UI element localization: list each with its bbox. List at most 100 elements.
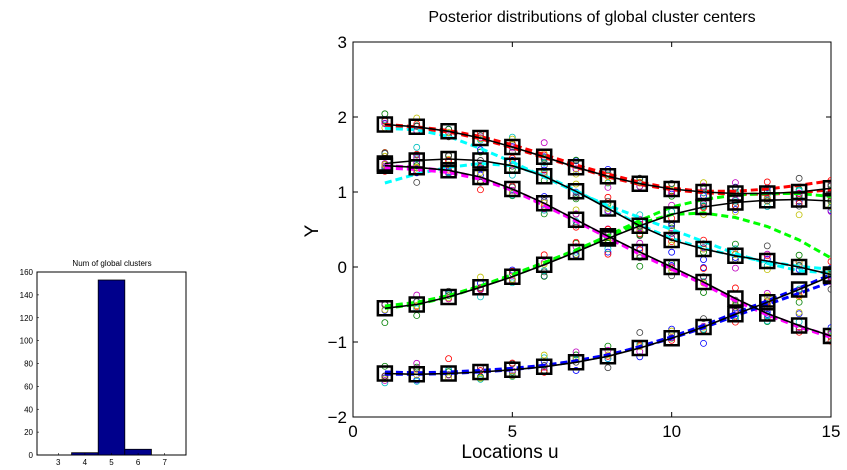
center-square-marker xyxy=(727,306,744,323)
center-square-marker xyxy=(822,180,831,197)
x-tick-label: 15 xyxy=(822,422,841,441)
y-tick-label: −2 xyxy=(328,408,347,427)
center-square-marker xyxy=(472,363,489,381)
scatter-point xyxy=(604,248,612,256)
center-square-marker xyxy=(790,317,808,334)
scatter-point xyxy=(827,203,831,210)
center-square-marker xyxy=(695,318,712,336)
center-square-marker xyxy=(408,159,425,176)
scatter-point xyxy=(604,250,612,258)
center-square-marker xyxy=(504,268,521,285)
center-square-marker xyxy=(663,206,680,223)
histogram-y-tick-label: 120 xyxy=(20,314,34,323)
true-center-line-14 xyxy=(384,275,831,376)
scatter-point xyxy=(827,196,831,204)
center-square-marker xyxy=(408,296,425,313)
scatter-point xyxy=(413,365,421,373)
center-square-marker xyxy=(567,354,585,371)
scatter-point xyxy=(381,372,389,380)
true-center-line-11 xyxy=(384,158,831,276)
scatter-point xyxy=(827,329,831,337)
center-square-marker xyxy=(822,267,831,285)
center-square-marker xyxy=(535,256,553,273)
scatter-point xyxy=(636,329,644,336)
histogram-y-tick-label: 60 xyxy=(24,382,33,391)
center-square-marker xyxy=(631,243,649,261)
y-tick-label: 1 xyxy=(338,183,347,202)
line-chart: Posterior distributions of global cluste… xyxy=(302,9,840,463)
scatter-point xyxy=(700,202,707,210)
scatter-point xyxy=(413,151,421,159)
center-square-marker xyxy=(440,123,457,140)
histogram-x-tick-label: 4 xyxy=(83,458,88,467)
histogram-title: Num of global clusters xyxy=(72,259,151,268)
scatter-point xyxy=(827,182,831,190)
center-square-marker xyxy=(567,211,585,228)
histogram-y-tick-label: 160 xyxy=(20,268,34,277)
true-center-line-10 xyxy=(384,123,831,195)
center-square-marker xyxy=(408,366,425,383)
scatter-point xyxy=(795,251,803,259)
scatter-point xyxy=(827,285,831,293)
center-square-marker xyxy=(759,252,776,270)
x-tick-label: 0 xyxy=(348,422,357,441)
center-square-marker xyxy=(567,183,585,200)
scatter-point xyxy=(636,174,644,182)
center-square-marker xyxy=(504,180,521,198)
scatter-point xyxy=(508,267,516,275)
center-square-marker xyxy=(472,129,489,147)
center-square-marker xyxy=(440,288,457,306)
scatter-point xyxy=(795,211,803,219)
scatter-point xyxy=(763,242,771,250)
x-axis-label: Locations u xyxy=(461,442,558,463)
center-square-marker xyxy=(695,240,712,258)
histogram-x-tick-label: 6 xyxy=(136,458,141,467)
center-square-marker xyxy=(504,157,521,174)
center-square-marker xyxy=(440,150,457,168)
center-square-marker xyxy=(535,195,553,212)
histogram-chart: Num of global clusters 3 4 5 6 7 0 20 40 60 80 100… xyxy=(20,259,187,467)
scatter-point xyxy=(381,375,389,383)
center-square-marker xyxy=(790,281,808,298)
center-square-marker xyxy=(472,168,489,186)
scatter-point xyxy=(477,178,484,186)
scatter-point xyxy=(795,174,803,182)
center-square-marker xyxy=(822,327,831,345)
center-square-marker xyxy=(631,175,649,192)
center-square-marker xyxy=(790,191,808,208)
center-square-marker xyxy=(631,217,649,234)
scatter-point xyxy=(636,254,644,262)
true-center-line-12 xyxy=(384,164,831,337)
center-square-marker xyxy=(695,198,712,216)
center-square-marker xyxy=(599,200,617,217)
scatter-point xyxy=(732,240,739,248)
center-square-marker xyxy=(376,116,394,133)
center-square-marker xyxy=(472,279,489,296)
scatter-point xyxy=(477,186,484,194)
center-square-marker xyxy=(631,339,649,357)
scatter-point xyxy=(827,258,831,265)
center-square-marker xyxy=(727,194,744,211)
center-square-marker xyxy=(663,180,680,198)
center-square-marker xyxy=(599,230,617,247)
scatter-point xyxy=(763,266,771,274)
scatter-point xyxy=(827,337,831,345)
histogram-x-tick-label: 3 xyxy=(56,458,61,467)
scatter-point xyxy=(795,308,803,316)
center-square-marker xyxy=(567,243,585,261)
center-square-marker xyxy=(663,231,680,249)
center-square-marker xyxy=(695,273,712,291)
center-square-marker xyxy=(567,159,585,176)
scatter-point xyxy=(795,298,803,306)
center-square-marker xyxy=(663,258,680,276)
center-square-marker xyxy=(535,358,553,375)
scatter-point xyxy=(763,178,771,186)
scatter-point xyxy=(636,262,644,270)
scatter-point xyxy=(540,351,548,359)
center-square-marker xyxy=(822,192,831,210)
scatter-point xyxy=(413,179,421,186)
scatter-point xyxy=(477,148,484,156)
scatter-point xyxy=(827,324,831,331)
center-square-marker xyxy=(376,300,394,317)
